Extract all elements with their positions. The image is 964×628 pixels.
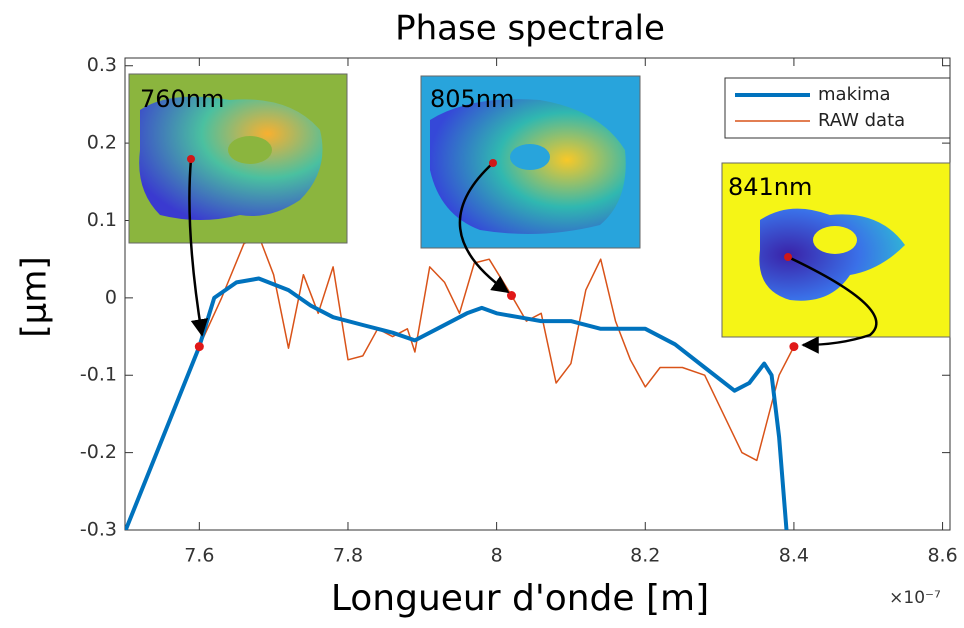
chart-title: Phase spectrale: [395, 9, 665, 49]
legend-label: RAW data: [818, 110, 905, 131]
inset-image: 805nm: [420, 75, 641, 294]
x-multiplier: ×10⁻⁷: [889, 588, 941, 608]
highlight-point: [506, 291, 516, 301]
x-tick-label: 8.2: [630, 545, 660, 567]
data-line: [198, 235, 795, 462]
x-tick-label: 8.6: [927, 545, 957, 567]
y-tick-label: -0.3: [80, 519, 117, 541]
y-tick-label: 0.2: [87, 132, 117, 154]
legend: makima RAW data: [724, 77, 951, 139]
x-tick-label: 8: [491, 545, 503, 567]
legend-box: [724, 77, 951, 139]
y-tick-label: -0.1: [80, 364, 117, 386]
inset-label: 760nm: [140, 85, 224, 113]
x-axis-title: Longueur d'onde [m]: [331, 578, 709, 619]
y-tick-label: 0: [105, 286, 117, 308]
x-tick-label: 7.8: [333, 545, 363, 567]
highlight-point: [194, 342, 204, 352]
data-line: [125, 276, 789, 530]
inset-label: 805nm: [430, 85, 514, 113]
y-tick-label: -0.2: [80, 441, 117, 463]
inset-image: 760nm: [128, 73, 348, 337]
y-axis-title: [µm]: [15, 256, 55, 337]
x-tick-label: 8.4: [779, 545, 809, 567]
axes: 7.6 7.8 8 8.2 8.4 8.6 0.3 0.2 0.1 0 -0.1 -0.2 -0.3: [80, 54, 958, 566]
highlight-point: [789, 342, 799, 352]
insets: 760nm 805nm 841nm: [128, 73, 951, 354]
inset-image: 841nm: [721, 162, 951, 354]
y-tick-label: 0.1: [87, 209, 117, 231]
legend-label: makima: [818, 84, 891, 105]
inset-label: 841nm: [728, 173, 812, 201]
x-tick-label: 7.6: [184, 545, 214, 567]
y-tick-label: 0.3: [87, 54, 117, 76]
